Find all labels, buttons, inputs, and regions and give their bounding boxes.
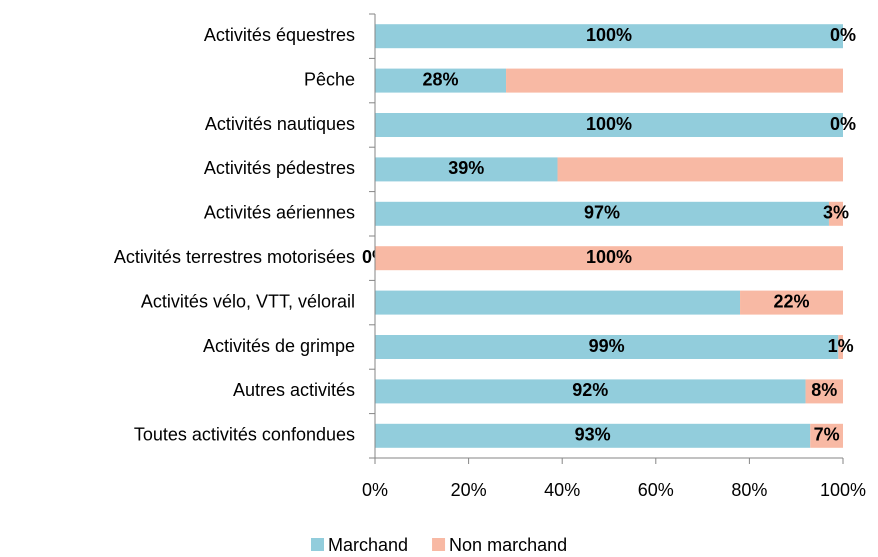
data-label: 1%	[828, 336, 854, 356]
data-label: 22%	[774, 291, 810, 311]
bar-segment	[375, 379, 806, 404]
data-label: 100%	[586, 25, 632, 45]
legend-swatch	[432, 538, 446, 551]
bar-segment	[375, 24, 843, 49]
x-tick-label: 0%	[362, 480, 388, 500]
bar-segment	[810, 423, 843, 448]
data-label: 93%	[575, 425, 611, 445]
data-label: 7%	[814, 425, 840, 445]
data-label: 3%	[823, 203, 849, 223]
data-label: 8%	[811, 380, 837, 400]
category-label: Autres activités	[233, 380, 355, 400]
data-label: 28%	[423, 69, 459, 89]
bar-segment	[375, 290, 741, 315]
bar-segment	[805, 379, 843, 404]
bar-segment	[557, 157, 843, 182]
data-label: 99%	[589, 336, 625, 356]
bar-segment	[375, 335, 839, 359]
category-label: Activités de grimpe	[203, 336, 355, 356]
x-tick-label: 60%	[638, 480, 674, 500]
bar-segment	[375, 423, 811, 448]
category-label: Activités aériennes	[204, 203, 355, 223]
bar-segment	[375, 113, 843, 137]
bar-segment	[828, 201, 843, 226]
legend-label: Non marchand	[449, 535, 567, 555]
bar-segment	[375, 201, 829, 226]
category-label: Activités équestres	[204, 25, 355, 45]
data-label: 92%	[572, 380, 608, 400]
category-label: Toutes activités confondues	[134, 425, 355, 445]
data-label: 97%	[584, 203, 620, 223]
legend-swatch	[311, 538, 324, 551]
data-label: 0%	[830, 114, 856, 134]
category-label: Activités nautiques	[205, 114, 355, 134]
x-tick-label: 80%	[731, 480, 767, 500]
bar-segment	[375, 157, 558, 182]
data-label: 0%	[830, 25, 856, 45]
data-label: 100%	[586, 114, 632, 134]
x-tick-label: 100%	[820, 480, 866, 500]
bar-segment	[375, 246, 843, 271]
bar-segment	[506, 68, 843, 93]
data-label: 39%	[448, 158, 484, 178]
category-label: Activités vélo, VTT, vélorail	[141, 291, 355, 311]
bar-segment	[375, 68, 507, 93]
legend-label: Marchand	[328, 535, 408, 555]
bar-segment	[838, 335, 843, 359]
data-label: 100%	[586, 247, 632, 267]
category-label: Pêche	[304, 69, 355, 89]
bar-segment	[740, 290, 843, 315]
category-label: Activités terrestres motorisées	[114, 247, 355, 267]
x-tick-label: 40%	[544, 480, 580, 500]
x-tick-label: 20%	[451, 480, 487, 500]
category-label: Activités pédestres	[204, 158, 355, 178]
